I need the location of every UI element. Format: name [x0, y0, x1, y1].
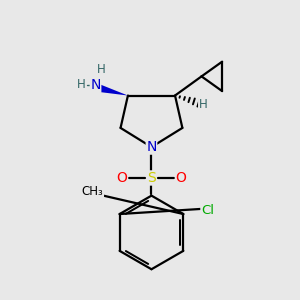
Text: CH₃: CH₃ [82, 185, 104, 198]
Text: Cl: Cl [201, 204, 214, 217]
Text: N: N [146, 140, 157, 154]
Text: O: O [117, 171, 128, 185]
Text: O: O [176, 171, 186, 185]
Polygon shape [96, 84, 128, 95]
Text: S: S [147, 171, 156, 185]
Text: H: H [97, 62, 106, 76]
Text: H: H [76, 78, 85, 91]
Text: N: N [90, 78, 101, 92]
Text: H: H [199, 98, 207, 111]
